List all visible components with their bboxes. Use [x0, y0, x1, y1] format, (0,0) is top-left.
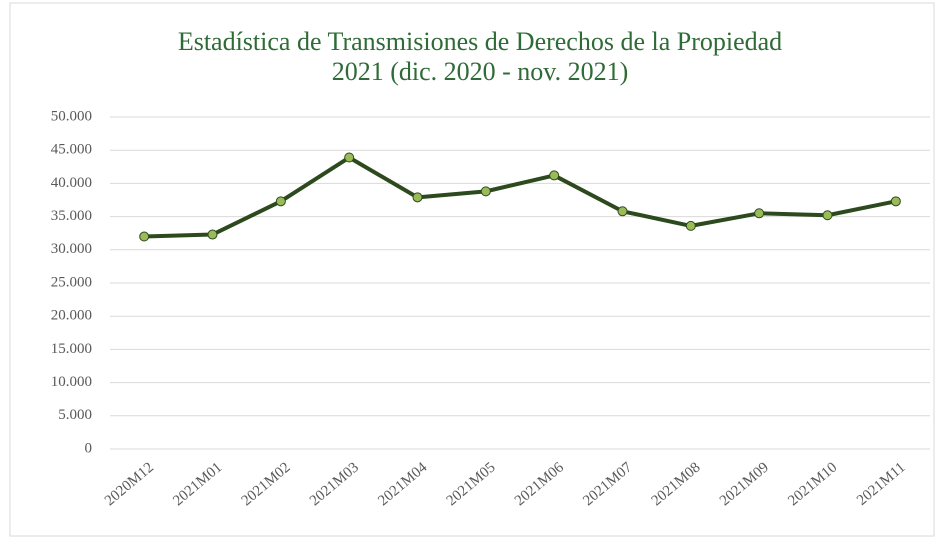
marker [412, 192, 423, 203]
marker [890, 196, 901, 207]
marker [344, 152, 355, 163]
y-tick-label: 0 [85, 440, 93, 456]
marker [617, 206, 628, 217]
y-tick-label: 20.000 [51, 308, 92, 324]
marker [685, 220, 696, 231]
y-tick-label: 35.000 [51, 208, 92, 224]
y-tick-label: 5.000 [58, 407, 92, 423]
y-tick-label: 10.000 [51, 374, 92, 390]
marker [754, 208, 765, 219]
y-tick-label: 30.000 [51, 241, 92, 257]
chart-title: Estadística de Transmisiones de Derechos… [178, 27, 782, 56]
chart-title: 2021 (dic. 2020 - nov. 2021) [332, 57, 629, 86]
marker [549, 170, 560, 181]
chart-frame [9, 2, 935, 537]
marker [480, 186, 491, 197]
marker [275, 196, 286, 207]
marker [139, 231, 150, 242]
marker [822, 210, 833, 221]
y-tick-label: 15.000 [51, 341, 92, 357]
y-tick-label: 50.000 [51, 108, 92, 124]
y-tick-label: 45.000 [51, 142, 92, 158]
marker [207, 229, 218, 240]
y-tick-label: 40.000 [51, 175, 92, 191]
line [144, 155, 897, 239]
y-tick-label: 25.000 [51, 274, 92, 290]
